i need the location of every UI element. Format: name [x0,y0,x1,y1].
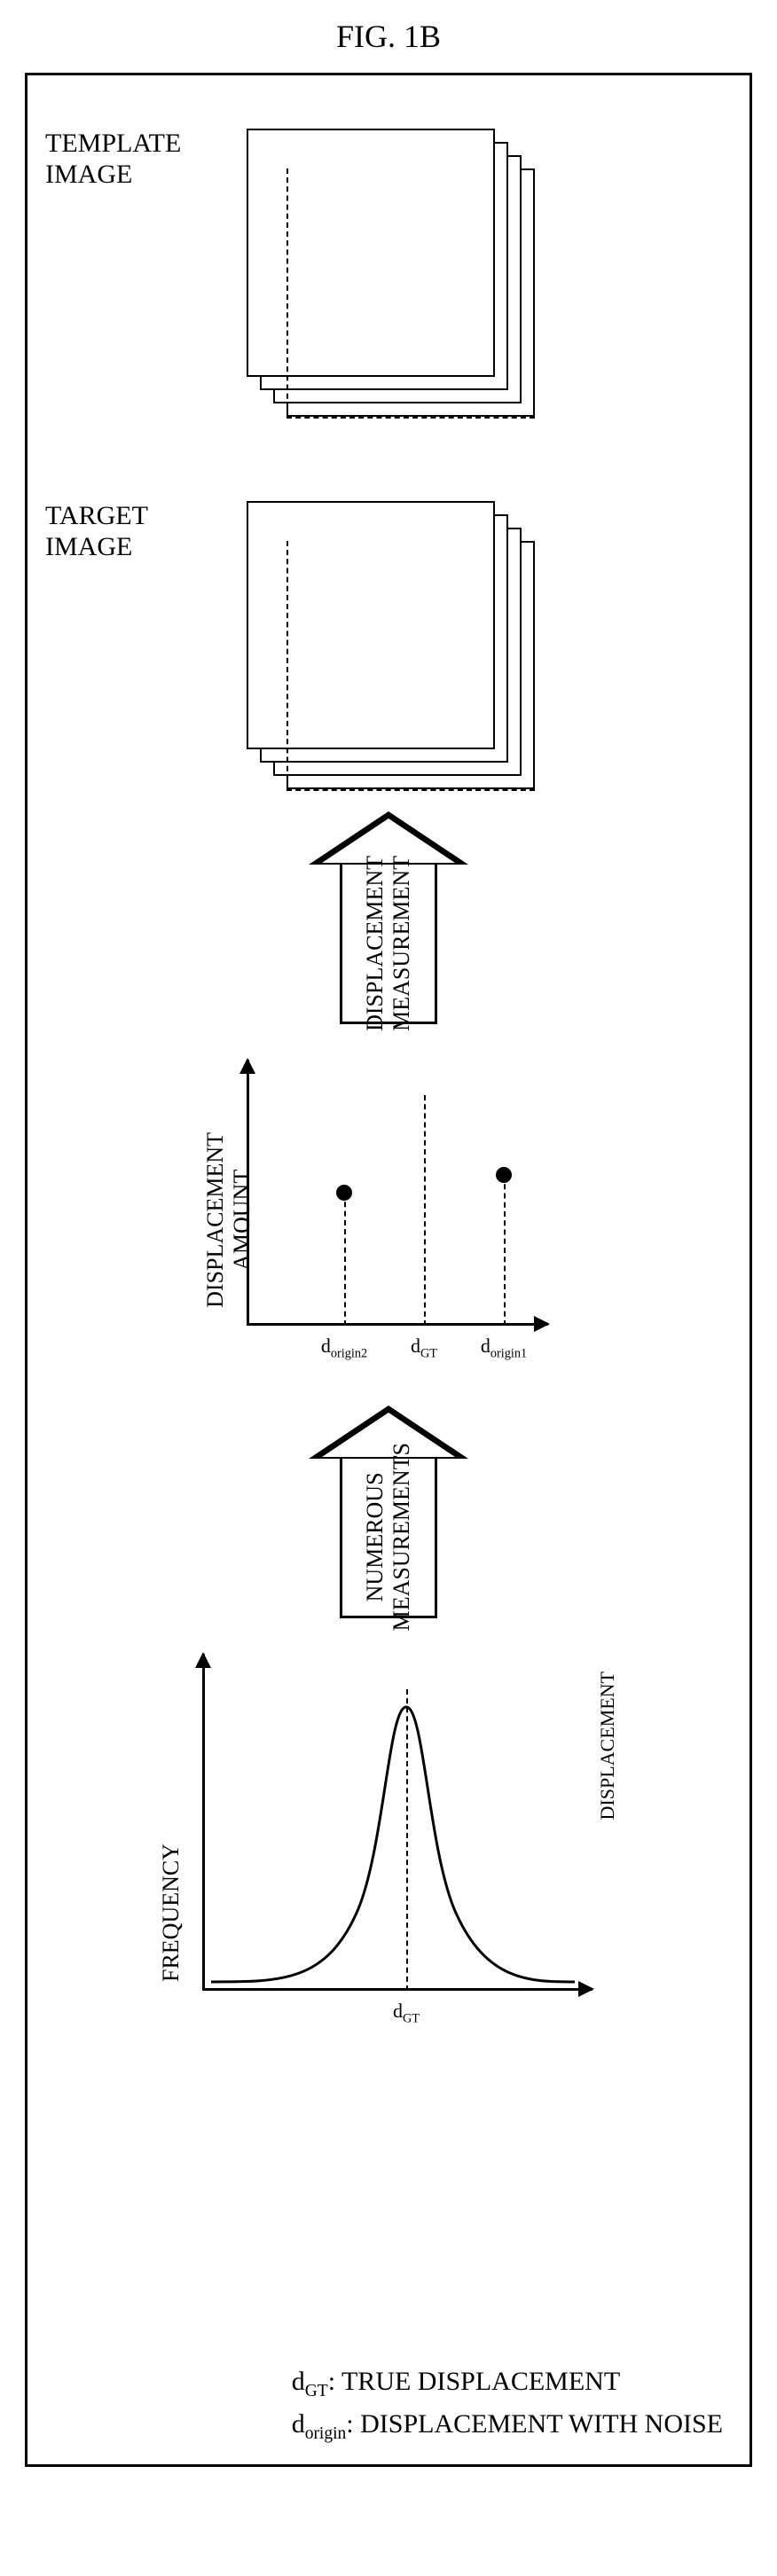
legend-line-2: dorigin: DISPLACEMENT WITH NOISE [292,2404,723,2447]
arrow-text: NUMEROUSMEASUREMENTS [362,1443,415,1631]
scatter-point [496,1167,512,1183]
arrow-body: DISPLACEMENTMEASUREMENT [340,865,437,1024]
bell-x-label: DISPLACEMENT [596,1672,619,1820]
arrow-displacement-measurement: DISPLACEMENTMEASUREMENT [309,811,468,1024]
target-stack-label: TARGETIMAGE [45,501,148,562]
scatter-dash [344,1193,346,1326]
scatter-dash [424,1095,426,1326]
scatter-tick-label: dGT [411,1335,437,1361]
target-image-stack [247,501,530,785]
scatter-plot: DISPLACEMENTAMOUNT dorigin2dGTdorigin1 [211,1060,566,1361]
arrow-numerous-measurements: NUMEROUSMEASUREMENTS [309,1405,468,1618]
scatter-axis-x [247,1323,548,1326]
bell-plot: FREQUENCY DISPLACEMENT dGT [167,1654,610,2035]
stack-page [247,129,495,377]
legend: dGT: TRUE DISPLACEMENT dorigin: DISPLACE… [292,2361,723,2447]
bell-curve [202,1689,575,1991]
arrow-body: NUMEROUSMEASUREMENTS [340,1459,437,1618]
scatter-axis-y [247,1060,249,1326]
stack-dash [286,541,288,789]
stack-dash [286,417,535,419]
arrow-text: DISPLACEMENTMEASUREMENT [362,856,415,1031]
scatter-tick-label: dorigin2 [321,1335,367,1361]
bell-peak-dash [406,1689,408,1991]
stack-dash [286,789,535,791]
stack-page [247,501,495,749]
scatter-tick-label: dorigin1 [481,1335,527,1361]
figure-title: FIG. 1B [336,18,441,55]
diagram-frame: TEMPLATEIMAGE TARGETIMAGE DISPLACEMENTME… [25,73,752,2467]
template-stack-label: TEMPLATEIMAGE [45,129,181,190]
bell-peak-label: dGT [393,2000,420,2026]
stack-dash [286,168,288,417]
scatter-dash [504,1175,506,1326]
bell-y-label: FREQUENCY [158,1844,184,1982]
scatter-point [336,1185,352,1201]
template-image-stack [247,129,530,412]
legend-line-1: dGT: TRUE DISPLACEMENT [292,2361,723,2404]
